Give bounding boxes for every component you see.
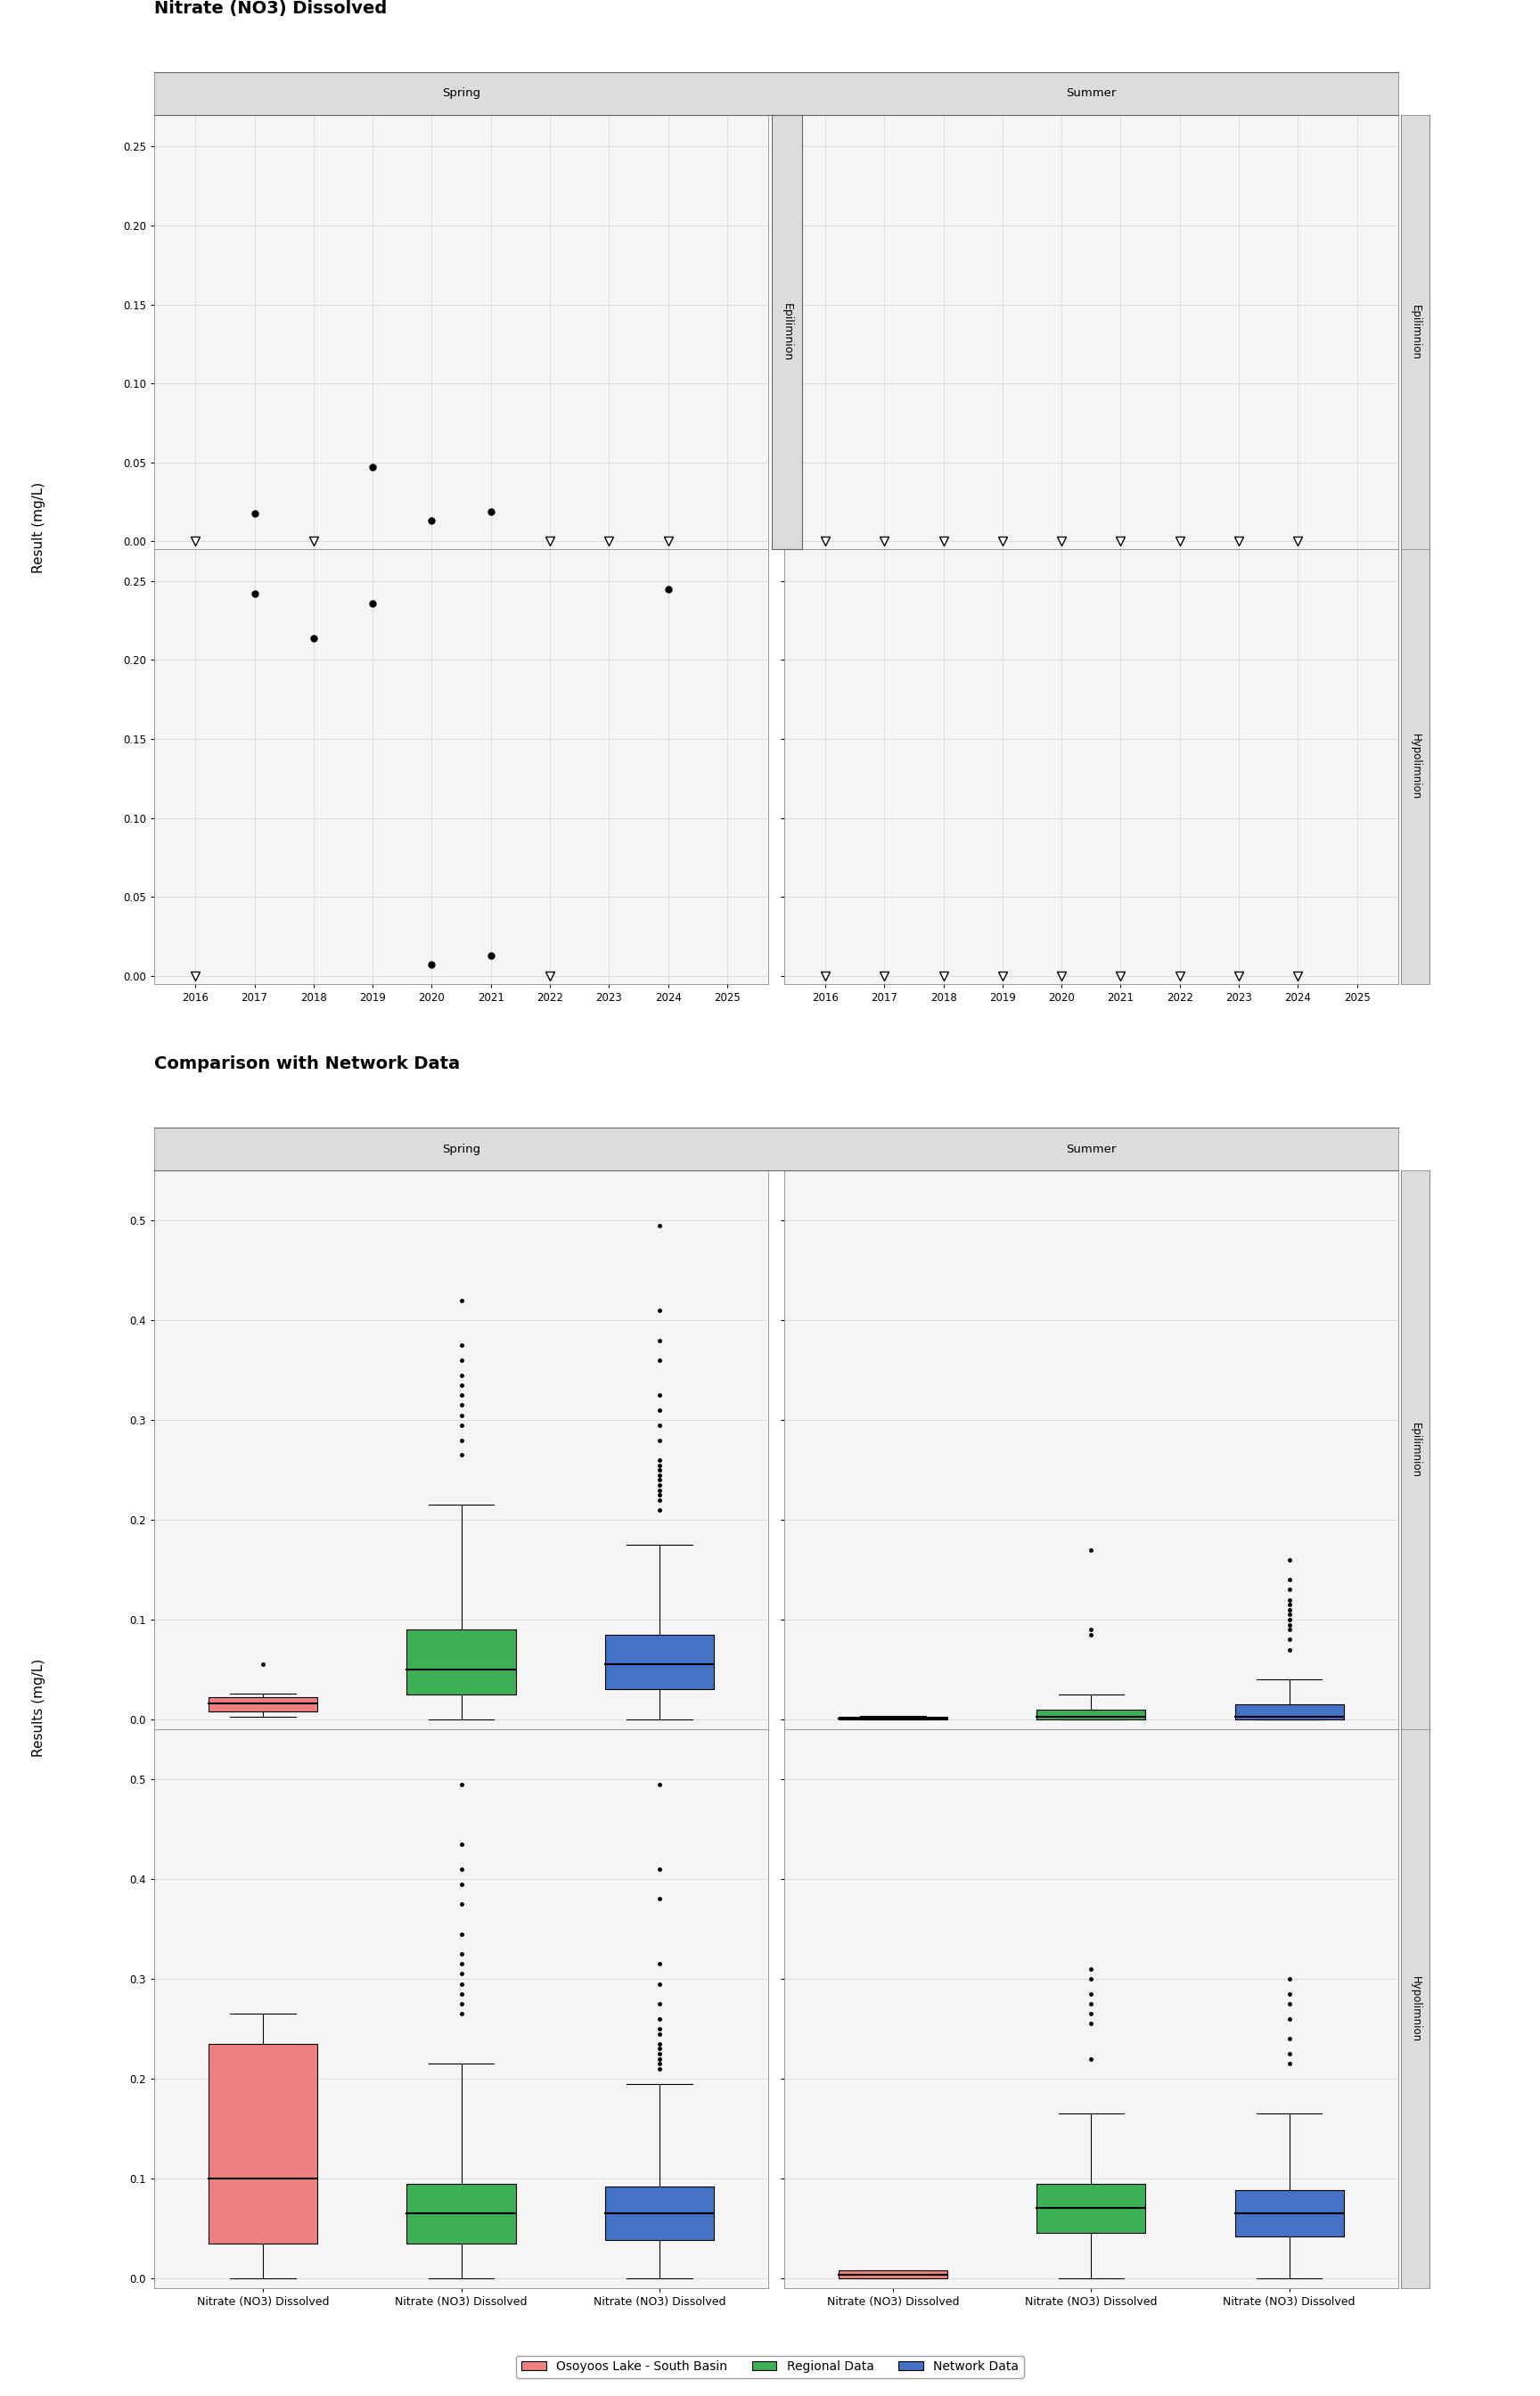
Bar [1235, 2190, 1344, 2235]
Text: Spring: Spring [442, 89, 480, 98]
Bar [407, 2183, 516, 2243]
Text: Epilimnion: Epilimnion [1409, 304, 1421, 359]
Text: Epilimnion: Epilimnion [1409, 1423, 1421, 1478]
Text: Nitrate (NO3) Dissolved: Nitrate (NO3) Dissolved [154, 0, 387, 17]
Bar [1036, 2183, 1146, 2233]
Text: Summer: Summer [1066, 1143, 1116, 1155]
Text: Hypolimnion: Hypolimnion [1409, 1977, 1421, 2041]
Bar [208, 2044, 317, 2243]
Text: Summer: Summer [1066, 89, 1116, 98]
Text: Results (mg/L): Results (mg/L) [32, 1658, 45, 1756]
Text: Result (mg/L): Result (mg/L) [32, 482, 45, 573]
Text: Epilimnion: Epilimnion [781, 304, 793, 362]
Bar [605, 2188, 715, 2240]
Legend: Osoyoos Lake - South Basin, Regional Data, Network Data: Osoyoos Lake - South Basin, Regional Dat… [516, 2355, 1024, 2377]
Bar [1036, 1708, 1146, 1720]
Text: Hypolimnion: Hypolimnion [1409, 733, 1421, 800]
Bar [605, 1634, 715, 1689]
Bar [838, 1716, 947, 1720]
Bar [838, 2271, 947, 2279]
Bar [208, 1696, 317, 1711]
Text: Comparison with Network Data: Comparison with Network Data [154, 1057, 460, 1073]
Bar [1235, 1704, 1344, 1720]
Text: Spring: Spring [442, 1143, 480, 1155]
Bar [407, 1629, 516, 1694]
